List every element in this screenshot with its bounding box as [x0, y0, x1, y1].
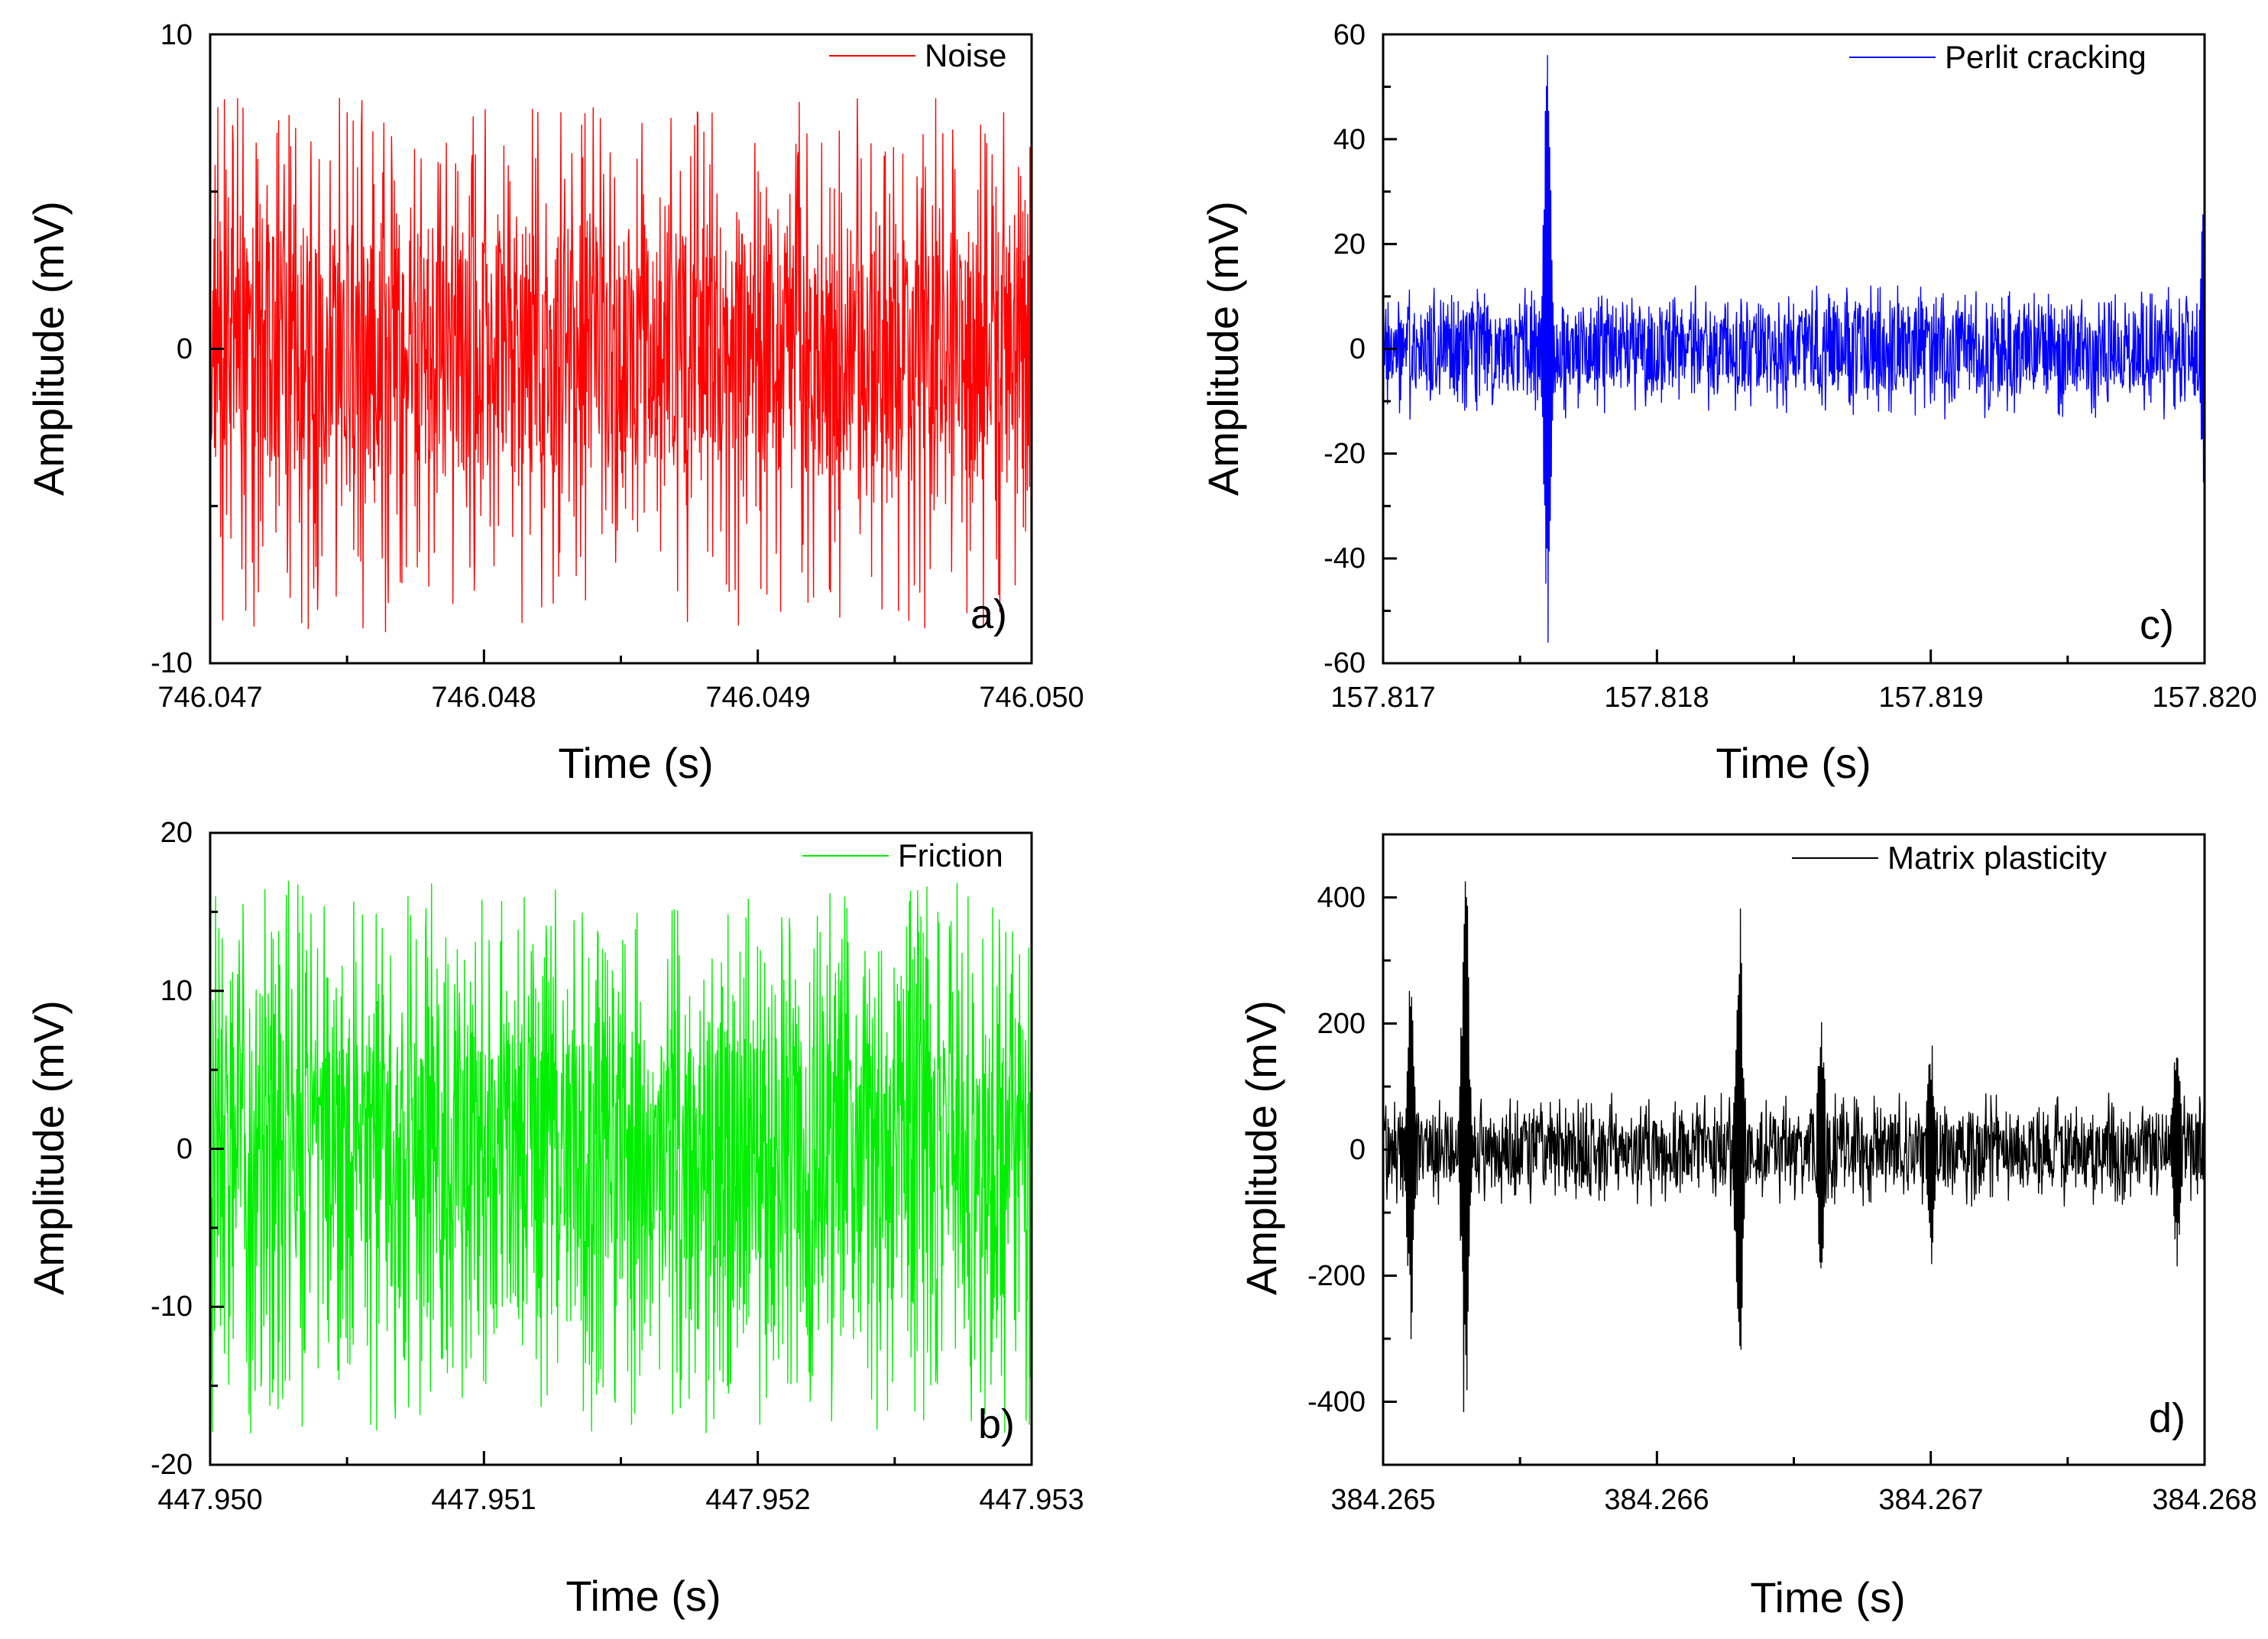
panel-c-ytick-label: 60 [1333, 19, 1366, 51]
panel-b-xtick-label: 447.952 [705, 1484, 810, 1516]
panel-a-yaxis-title: Amplitude (mV) [24, 201, 73, 496]
panel-b-ytick-label: 0 [177, 1133, 193, 1165]
panel-c-ytick-label: -60 [1324, 647, 1366, 679]
panel-b-xtick-label: 447.951 [431, 1484, 536, 1516]
panel-c-xtick-label: 157.817 [1330, 682, 1435, 714]
panel-d-xtick-label: 384.268 [2152, 1484, 2257, 1516]
panel-c-ytick-label: 0 [1349, 333, 1366, 365]
panel-d-xtick-label: 384.266 [1604, 1484, 1709, 1516]
panel-a-xtick-label: 746.048 [431, 682, 536, 714]
panel-d-ytick-label: 400 [1317, 882, 1366, 914]
panel-c-ticks [1382, 33, 2206, 665]
panel-a-xaxis-title: Time (s) [558, 739, 713, 787]
panel-c-tag: c) [2140, 602, 2174, 648]
panel-a-tag: a) [970, 591, 1007, 637]
panel-c-xtick-label: 157.818 [1604, 682, 1709, 714]
panel-c: 60 40 20 0 -20 -40 -60 157.817 157.818 1… [1199, 19, 2257, 787]
panel-b-ytick-label: 10 [160, 975, 193, 1007]
panel-a-trace [209, 97, 1032, 633]
panel-b-yaxis-title: Amplitude (mV) [24, 1000, 73, 1295]
series-line-matrix-plasticity [1382, 881, 2205, 1413]
panel-a-ytick-label: 10 [160, 19, 193, 51]
panel-b-xtick-label: 447.950 [157, 1484, 262, 1516]
panel-c-legend-label: Perlit cracking [1945, 39, 2146, 75]
panel-b: 20 10 0 -10 -20 447.950 447.951 447.952 … [24, 817, 1084, 1620]
panel-c-xtick-label: 157.820 [2152, 682, 2257, 714]
panel-d-tag: d) [2149, 1395, 2185, 1441]
panel-d-legend-label: Matrix plasticity [1887, 840, 2107, 876]
panel-d-ytick-label: 200 [1317, 1008, 1366, 1040]
panel-b-ytick-label: -10 [151, 1291, 193, 1323]
series-line-friction [209, 880, 1032, 1434]
panel-c-xaxis-title: Time (s) [1716, 739, 1871, 787]
panel-d-trace [1382, 881, 2205, 1413]
panel-c-ytick-label: -40 [1324, 543, 1366, 575]
series-line-noise [209, 97, 1032, 633]
panel-d-xtick-label: 384.265 [1330, 1484, 1435, 1516]
panel-b-trace [209, 880, 1032, 1434]
panel-a-xtick-label: 746.050 [979, 682, 1084, 714]
panel-d: 400 200 0 -200 -400 384.265 384.266 384.… [1237, 833, 2257, 1621]
panel-b-xtick-label: 447.953 [979, 1484, 1084, 1516]
panel-b-xaxis-title: Time (s) [565, 1572, 721, 1620]
panel-a: 10 0 -10 746.047 746.048 746.049 746.050… [24, 19, 1084, 787]
panel-d-ytick-label: -200 [1307, 1260, 1366, 1292]
panel-b-tag: b) [978, 1401, 1015, 1447]
panel-b-legend-label: Friction [898, 837, 1003, 873]
panel-a-ytick-label: -10 [151, 647, 193, 679]
panel-b-ytick-label: -20 [151, 1449, 193, 1481]
panel-a-legend-label: Noise [925, 37, 1006, 73]
panel-d-xaxis-title: Time (s) [1750, 1573, 1905, 1621]
panel-c-xtick-label: 157.819 [1878, 682, 1983, 714]
panel-d-yaxis-title: Amplitude (mV) [1237, 1000, 1285, 1295]
panel-b-ticks [209, 831, 1033, 1466]
panel-a-xtick-label: 746.047 [157, 682, 262, 714]
panel-c-trace [1382, 54, 2205, 643]
panel-d-xtick-label: 384.267 [1878, 1484, 1983, 1516]
panel-d-ytick-label: -400 [1307, 1386, 1366, 1418]
panel-c-yaxis-title: Amplitude (mV) [1199, 201, 1247, 496]
panel-c-ytick-label: -20 [1324, 438, 1366, 470]
panel-d-ticks [1382, 833, 2206, 1466]
series-line-perlit-cracking [1382, 54, 2205, 643]
panel-a-xtick-label: 746.049 [705, 682, 810, 714]
panel-a-ytick-label: 0 [177, 333, 193, 365]
panel-c-ytick-label: 20 [1333, 228, 1366, 261]
panel-c-ytick-label: 40 [1333, 124, 1366, 156]
panel-a-ticks [209, 33, 1033, 665]
panel-b-ytick-label: 20 [160, 817, 193, 849]
panel-d-ytick-label: 0 [1349, 1134, 1366, 1166]
